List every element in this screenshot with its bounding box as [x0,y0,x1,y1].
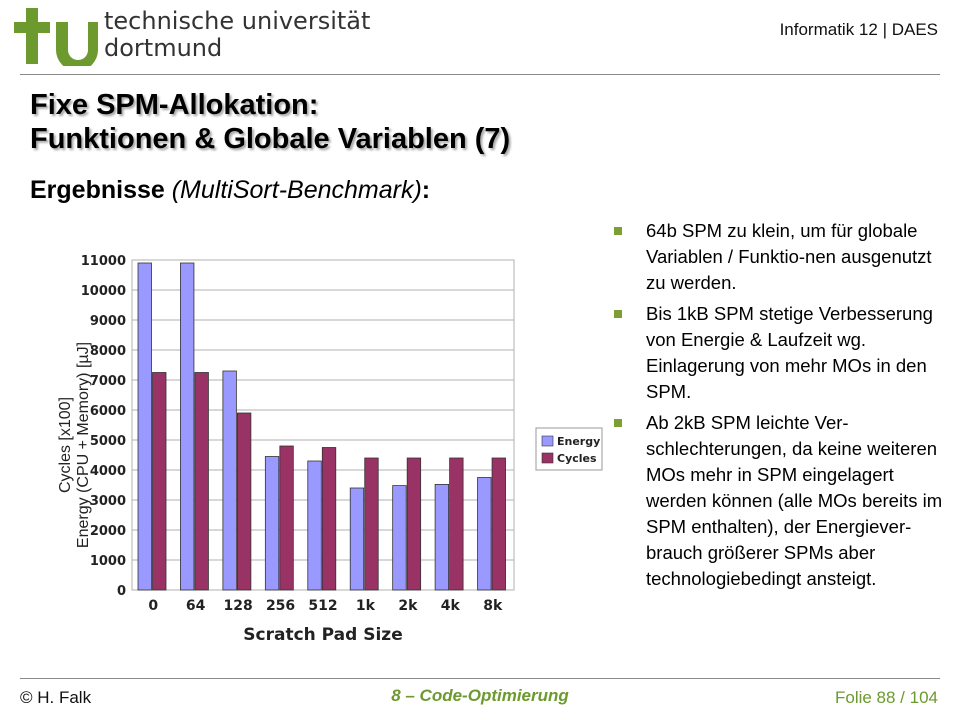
slide-title-line-1: Fixe SPM-Allokation: [30,89,319,121]
bar-cycles [236,412,252,591]
x-axis-label: Scratch Pad Size [243,625,402,645]
x-tick-label: 1k [356,598,376,614]
bar-energy [392,485,407,591]
subtitle-benchmark: (MultiSort-Benchmark) [171,176,422,204]
footer-divider [20,678,940,679]
bar-energy [349,487,365,591]
y-tick-label: 1000 [90,554,126,569]
x-tick-label: 512 [308,598,337,614]
footer-author: © H. Falk [20,688,92,707]
subtitle-main: Ergebnisse [30,176,172,204]
institute-label: Informatik 12 | DAES [779,20,938,39]
x-tick-label: 64 [186,598,206,614]
bullet-square-icon [614,419,622,427]
bullet-item: 64b SPM zu klein, um für globale Variabl… [608,218,953,296]
bar-cycles [406,457,422,591]
y-axis-label-energy: Energy (CPU + Memory) [µJ] [75,342,92,548]
bar-energy [180,262,195,591]
y-tick-label: 7000 [90,374,126,389]
x-tick-label: 0 [148,598,158,614]
x-tick-label: 256 [266,598,295,614]
bar-energy [137,262,152,591]
bullet-square-icon [614,310,622,318]
legend-box [535,427,603,471]
x-tick-label: 8k [483,598,503,614]
bullet-list: 64b SPM zu klein, um für globale Variabl… [608,218,953,597]
legend-label: Energy [557,435,600,448]
x-tick-label: 2k [398,598,418,614]
university-line-1: technische universität [104,7,371,35]
tu-logo-icon [14,8,98,66]
bar-cycles [321,447,337,591]
y-tick-label: 6000 [90,404,126,419]
bar-cycles [364,457,379,591]
bar-cycles [194,372,209,591]
footer-slide-number: Folie 88 / 104 [834,688,938,707]
university-name: technische universität dortmund [104,8,370,62]
university-line-2: dortmund [104,34,223,62]
x-tick-label: 128 [223,598,252,614]
bullet-text: Ab 2kB SPM leichte Ver-schlechterungen, … [646,412,943,589]
bullet-square-icon [614,227,622,235]
slide-subtitle: Ergebnisse (MultiSort-Benchmark): [30,176,430,205]
bar-cycles [449,457,464,591]
subtitle-colon: : [421,176,431,204]
y-tick-label: 0 [117,584,126,599]
slide-title: Fixe SPM-Allokation: Funktionen & Global… [30,88,510,156]
y-tick-label: 11000 [81,254,126,269]
y-tick-label: 5000 [90,434,126,449]
bar-energy [222,370,237,591]
slide-title-line-2: Funktionen & Globale Variablen (7) [30,123,511,155]
x-tick-label: 4k [441,598,461,614]
legend-label: Cycles [557,452,597,465]
bar-energy [434,483,450,591]
bar-energy [307,460,322,591]
y-tick-label: 4000 [90,464,126,479]
header-divider [20,74,940,75]
y-tick-label: 3000 [90,494,126,509]
legend-swatch [541,452,554,464]
results-chart: 0 1000 2000 3000 4000 5000 6000 7000 8000 9000 100… [57,254,603,645]
bullet-item: Bis 1kB SPM stetige Verbesserung von Ene… [608,301,953,405]
bar-energy [477,477,492,591]
y-tick-label: 2000 [90,524,126,539]
bullet-text: Bis 1kB SPM stetige Verbesserung von Ene… [646,303,933,402]
y-tick-label: 10000 [81,284,126,299]
bar-cycles [491,457,506,591]
y-axis-label-cycles: Cycles [x100] [57,397,74,493]
bullet-text: 64b SPM zu klein, um für globale Variabl… [646,220,932,293]
bar-energy [264,456,280,591]
bullet-item: Ab 2kB SPM leichte Ver-schlechterungen, … [608,410,953,592]
bar-cycles [152,372,167,591]
legend-swatch [541,435,554,447]
y-tick-label: 8000 [90,344,126,359]
y-tick-label: 9000 [90,314,126,329]
footer-chapter: 8 – Code-Optimierung [391,686,569,705]
bar-cycles [279,445,294,591]
